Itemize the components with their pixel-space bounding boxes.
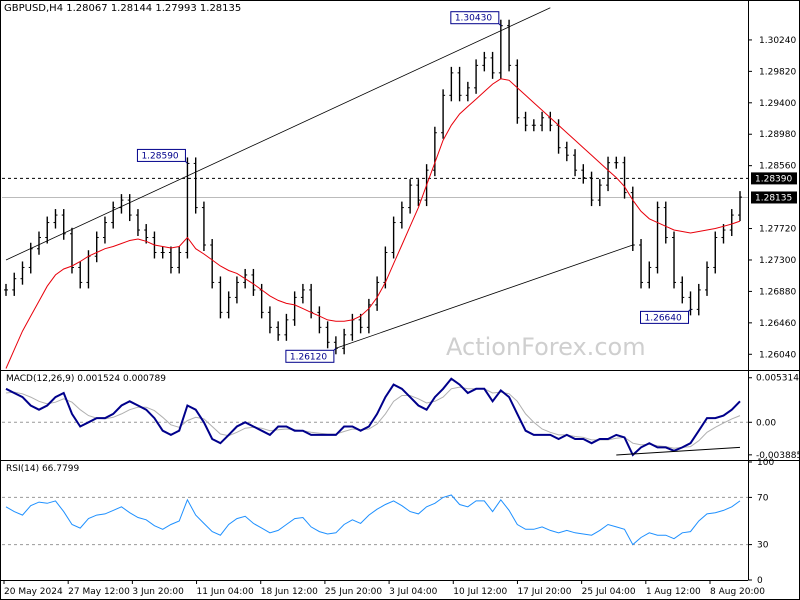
time-tick-label: 10 Jul 12:00 (453, 587, 507, 597)
annotation-leader (498, 23, 502, 27)
time-tick-label: 18 Jun 12:00 (261, 587, 318, 597)
annotation-label: 1.26120 (290, 352, 327, 362)
time-tick-label: 25 Jul 04:00 (582, 587, 636, 597)
rsi-line (5, 494, 741, 546)
time-tick-label: 3 Jul 04:00 (389, 587, 438, 597)
annotation-leader (333, 347, 337, 351)
rsi-tick-label: 70 (757, 493, 769, 503)
price-tick-label: 1.27720 (759, 225, 796, 235)
time-tick-label: 20 May 2024 (4, 587, 63, 597)
macd-label: MACD(12,26,9) 0.001524 0.000789 (6, 374, 166, 384)
high-value: 1.28144 (110, 3, 153, 14)
chart-title: GBPUSD,H4 1.28067 1.28144 1.27993 1.2813… (4, 3, 241, 14)
time-tick-label: 17 Jul 20:00 (517, 587, 571, 597)
time-tick-label: 25 Jun 20:00 (325, 587, 382, 597)
price-axis-badge (751, 172, 797, 185)
price-tick-label: 1.26040 (759, 350, 796, 360)
annotation-leader (185, 161, 188, 164)
annotation-box (640, 310, 690, 324)
price-axis-badge (751, 191, 797, 204)
price-tick-label: 1.29820 (759, 67, 796, 77)
low-value: 1.27993 (155, 3, 197, 14)
annotation-label: 1.30430 (455, 14, 492, 24)
rsi-tick-label: 0 (757, 576, 763, 586)
rsi-tick-label: 30 (757, 541, 769, 551)
macd-signal-line (5, 386, 741, 449)
annotation-label: 1.28590 (141, 151, 178, 161)
annotation-box (136, 148, 186, 162)
open-value: 1.28067 (66, 3, 108, 14)
moving-average-line (5, 78, 741, 369)
annotation-label: 1.26640 (645, 313, 682, 323)
price-tick-label: 1.27300 (759, 256, 796, 266)
macd-divergence-line (616, 446, 741, 456)
channel-lower-line (335, 244, 633, 349)
price-tick-label: 1.28560 (759, 162, 796, 172)
annotation-leader (688, 309, 691, 312)
price-tick-label: 1.29400 (759, 99, 796, 109)
time-tick-label: 27 May 12:00 (68, 587, 130, 597)
watermark: ActionForex.com (446, 333, 646, 361)
macd-main-line (5, 377, 741, 457)
time-tick-label: 8 Aug 20:00 (710, 587, 765, 597)
price-axis-badge-label: 1.28135 (755, 193, 792, 203)
price-axis-badge-label: 1.28390 (755, 174, 792, 184)
time-tick-label: 3 Jun 20:00 (132, 587, 184, 597)
annotation-box (450, 11, 500, 25)
time-tick-label: 1 Aug 12:00 (646, 587, 701, 597)
time-tick-label: 11 Jun 04:00 (197, 587, 254, 597)
price-tick-label: 1.26460 (759, 319, 796, 329)
macd-tick-label: -0.003885 (756, 451, 800, 461)
macd-tick-label: 0.005314 (756, 374, 799, 384)
close-value: 1.28135 (199, 3, 242, 14)
macd-tick-label: 0.00 (756, 418, 776, 428)
channel-upper-line (5, 7, 551, 261)
price-tick-label: 1.30240 (759, 36, 796, 46)
rsi-tick-label: 100 (757, 458, 774, 468)
price-tick-label: 1.26880 (759, 287, 796, 297)
symbol-label: GBPUSD,H4 (4, 3, 64, 14)
rsi-label: RSI(14) 66.7799 (6, 464, 80, 474)
annotation-box (285, 349, 335, 363)
price-tick-label: 1.28980 (759, 130, 796, 140)
